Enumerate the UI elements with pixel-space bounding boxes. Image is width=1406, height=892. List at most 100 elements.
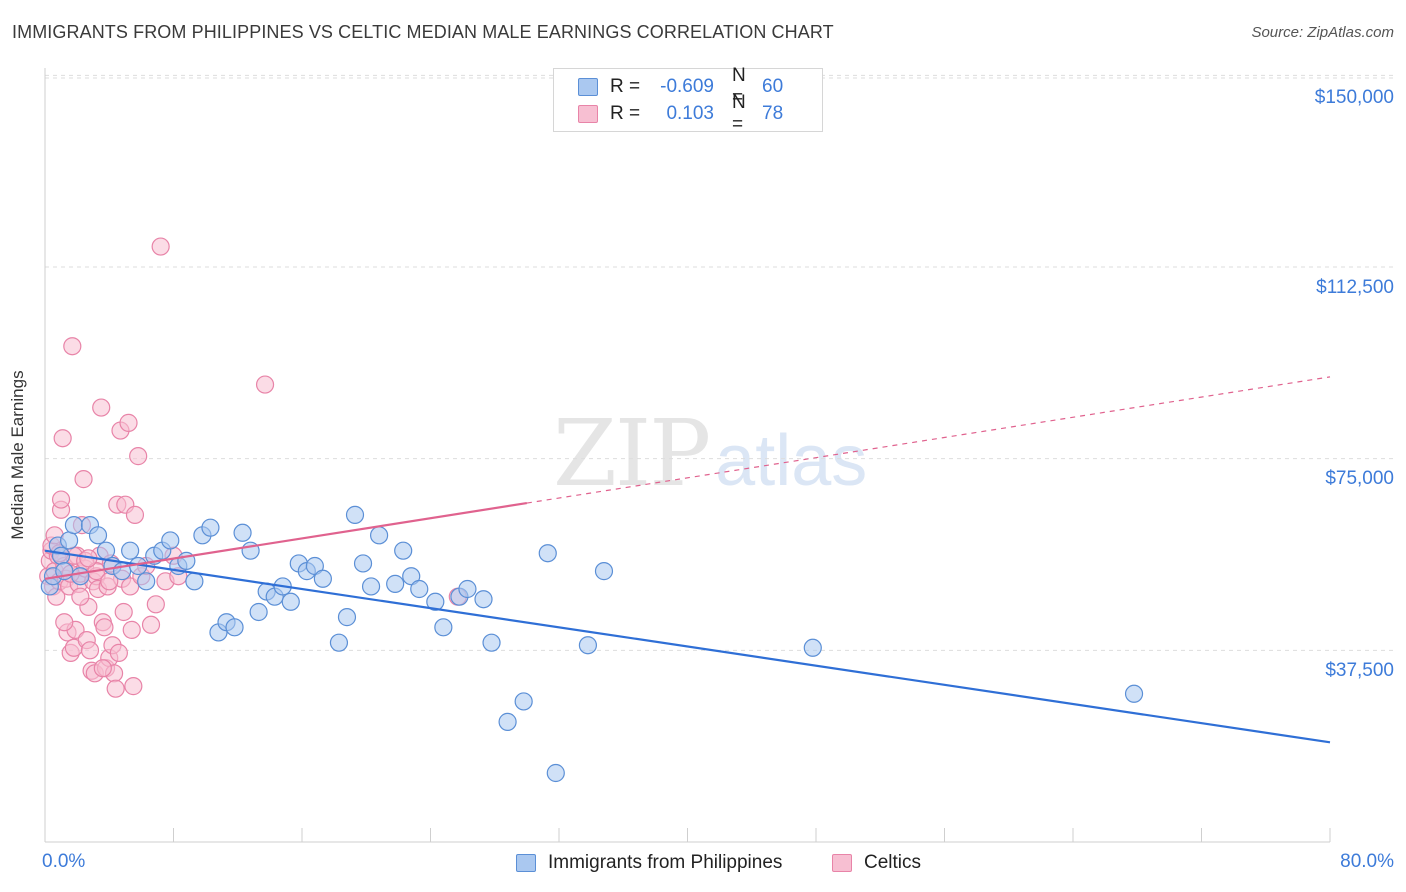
legend-row-philippines: R = -0.609 N = 60 [578, 65, 784, 108]
data-point [114, 602, 133, 622]
data-point [474, 590, 493, 609]
data-point [122, 620, 141, 639]
data-point [482, 633, 501, 652]
bottom-legend-label: Immigrants from Philippines [548, 852, 783, 873]
data-point [225, 618, 244, 637]
bottom-legend-swatch-blue [516, 854, 536, 872]
legend-r-label: R = [610, 76, 641, 97]
data-point [329, 633, 349, 652]
data-point [201, 518, 220, 537]
data-point [141, 615, 161, 634]
correlation-legend: R = -0.609 N = 60 R = 0.103 N = 78 [553, 65, 823, 135]
data-point [59, 531, 79, 550]
legend-n-label: N = [732, 92, 746, 135]
data-point [458, 579, 477, 599]
data-point [71, 567, 90, 586]
data-point [63, 337, 82, 356]
data-point [71, 587, 90, 606]
data-point [92, 398, 111, 417]
data-point [185, 572, 204, 591]
data-point [233, 523, 252, 542]
data-point [80, 641, 100, 660]
data-point [386, 574, 405, 593]
data-point [594, 562, 614, 581]
data-point [803, 638, 822, 657]
data-point [410, 579, 429, 599]
data-point [249, 602, 268, 622]
data-point [434, 618, 453, 637]
y-tick-label: $75,000 [1325, 468, 1394, 489]
legend-r-value: -0.609 [660, 76, 714, 97]
data-point [129, 447, 148, 466]
chart-title: IMMIGRANTS FROM PHILIPPINES VS CELTIC ME… [12, 22, 834, 42]
data-point [281, 592, 300, 611]
data-point [55, 613, 74, 632]
data-point [255, 375, 275, 394]
data-point [370, 526, 389, 545]
data-point [538, 544, 557, 563]
data-point [124, 677, 143, 696]
data-point [137, 572, 156, 591]
data-point [119, 413, 138, 432]
celtics-points [39, 237, 467, 698]
axis-layer [44, 68, 1331, 843]
legend-swatch-blue [578, 78, 598, 96]
data-point [337, 608, 357, 627]
watermark: ZIPatlas [553, 400, 867, 507]
data-point [74, 470, 93, 489]
data-point [353, 554, 373, 573]
data-point [394, 541, 413, 560]
x-tick-label: 80.0% [1340, 851, 1394, 872]
legend-r-value: 0.103 [666, 103, 714, 124]
trend-line-celtics-extension [526, 376, 1331, 504]
data-point [426, 592, 445, 611]
data-point [1124, 684, 1144, 703]
grid-layer [45, 74, 1395, 651]
trend-layer [44, 376, 1331, 744]
data-point [578, 636, 598, 655]
data-point [51, 546, 71, 565]
data-point [53, 429, 72, 448]
bottom-legend-label: Celtics [864, 852, 922, 873]
legend-row-celtics: R = 0.103 N = 78 [578, 92, 784, 135]
trend-line-philippines [44, 549, 1331, 744]
data-point [161, 531, 180, 550]
data-point [151, 237, 170, 256]
data-point [313, 569, 332, 588]
bottom-legend-swatch-pink [832, 854, 852, 872]
legend-n-value: 60 [762, 76, 784, 97]
data-point [146, 595, 165, 614]
legend-n-label: N = [732, 65, 746, 108]
data-point [345, 505, 365, 524]
trend-line-celtics [44, 501, 528, 580]
philippines-points [40, 505, 1144, 783]
x-tick-label: 0.0% [42, 851, 86, 872]
watermark-zip: ZIP [553, 400, 711, 507]
bottom-legend-philippines: Immigrants from Philippines [516, 852, 782, 874]
bottom-legend-celtics: Celtics [832, 852, 921, 874]
chart-source: Source: ZipAtlas.com [1251, 24, 1394, 41]
legend-swatch-pink [578, 105, 598, 123]
data-point [121, 577, 140, 596]
data-point [109, 643, 128, 662]
data-point [121, 541, 140, 560]
data-point [106, 679, 125, 698]
data-point [498, 712, 517, 731]
data-point [546, 763, 565, 783]
watermark-atlas: atlas [715, 421, 868, 501]
data-point [88, 526, 108, 545]
data-point [51, 490, 71, 509]
y-tick-label: $112,500 [1316, 277, 1394, 298]
legend-r-label: R = [610, 103, 641, 124]
data-point [64, 516, 84, 535]
legend-n-value: 78 [762, 103, 784, 124]
y-axis-label: Median Male Earnings [8, 370, 27, 540]
data-point [96, 541, 116, 560]
data-point [93, 659, 112, 678]
data-point [361, 577, 381, 596]
y-tick-label: $37,500 [1325, 660, 1394, 681]
y-tick-label: $150,000 [1314, 87, 1394, 108]
data-point [514, 692, 533, 711]
data-point [125, 505, 145, 524]
